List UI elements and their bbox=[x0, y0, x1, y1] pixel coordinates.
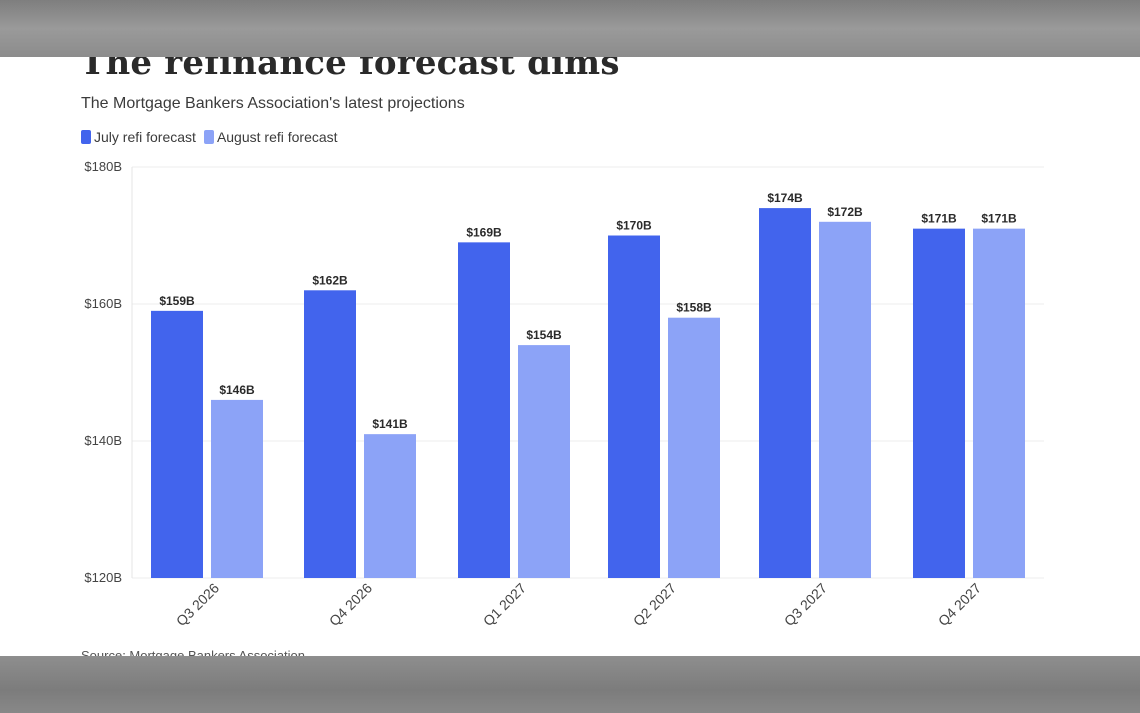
bar bbox=[458, 242, 510, 578]
x-tick-label: Q1 2027 bbox=[480, 580, 529, 629]
legend-item-august: August refi forecast bbox=[203, 129, 338, 145]
data-label: $171B bbox=[921, 212, 957, 226]
source-note: Source: Mortgage Bankers Association bbox=[81, 648, 306, 656]
blurred-bottom-band bbox=[0, 656, 1140, 713]
blurred-top-band bbox=[0, 0, 1140, 57]
x-tick-label: Q3 2026 bbox=[173, 580, 222, 629]
bar bbox=[819, 221, 871, 579]
bar bbox=[913, 228, 965, 578]
y-tick-label: $140B bbox=[84, 433, 122, 448]
y-tick-label: $180B bbox=[84, 159, 122, 174]
x-tick-label: Q4 2026 bbox=[326, 580, 375, 629]
data-label: $170B bbox=[616, 219, 652, 233]
data-label: $171B bbox=[981, 212, 1017, 226]
legend-label-july: July refi forecast bbox=[94, 129, 196, 145]
data-label: $172B bbox=[827, 205, 863, 219]
chart-card: The refinance forecast dims The Mortgage… bbox=[0, 57, 1140, 656]
data-label: $158B bbox=[676, 301, 712, 315]
legend-item-july: July refi forecast bbox=[81, 129, 196, 145]
data-label: $162B bbox=[312, 273, 348, 287]
x-tick-label: Q4 2027 bbox=[935, 580, 984, 629]
bar bbox=[364, 434, 416, 578]
x-tick-label: Q3 2027 bbox=[781, 580, 830, 629]
data-label: $146B bbox=[219, 383, 255, 397]
legend: July refi forecast August refi forecast bbox=[81, 129, 338, 145]
x-tick-label: Q2 2027 bbox=[630, 580, 679, 629]
bar-chart: $120B $140B $160B $180B $159B $146B Q3 2026 $16… bbox=[84, 159, 1044, 629]
y-tick-label: $160B bbox=[84, 296, 122, 311]
data-label: $154B bbox=[526, 328, 562, 342]
bar bbox=[973, 228, 1025, 578]
y-tick-label: $120B bbox=[84, 570, 122, 585]
data-label: $159B bbox=[159, 294, 195, 308]
legend-swatch-july bbox=[81, 130, 91, 144]
bar bbox=[211, 399, 263, 578]
bar bbox=[759, 208, 811, 578]
chart-title: The refinance forecast dims bbox=[80, 57, 620, 83]
chart-subtitle: The Mortgage Bankers Association's lates… bbox=[81, 95, 465, 112]
legend-swatch-august bbox=[203, 130, 214, 144]
bar bbox=[518, 345, 570, 578]
bar bbox=[608, 235, 660, 578]
data-label: $169B bbox=[466, 225, 502, 239]
bar bbox=[304, 290, 356, 578]
data-label: $174B bbox=[767, 191, 803, 205]
bar bbox=[151, 310, 203, 578]
bar bbox=[668, 317, 720, 578]
data-label: $141B bbox=[372, 417, 408, 431]
legend-label-august: August refi forecast bbox=[216, 129, 338, 145]
